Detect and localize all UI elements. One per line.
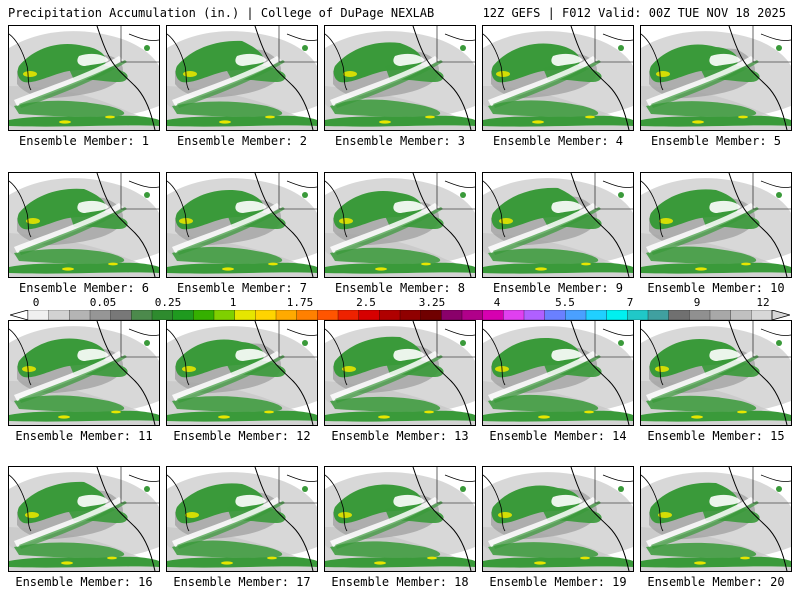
colorbar-segment [503, 310, 525, 320]
colorbar-segment [69, 310, 91, 320]
ensemble-map-panel [640, 172, 792, 278]
ensemble-map-panel [166, 466, 318, 572]
ensemble-member-label: Ensemble Member: 16 [15, 575, 153, 589]
colorbar-segment [482, 310, 504, 320]
colorbar-segment [151, 310, 174, 320]
ensemble-map-panel [482, 320, 634, 426]
ensemble-member-label: Ensemble Member: 9 [492, 281, 624, 295]
ensemble-member-label: Ensemble Member: 14 [489, 429, 627, 443]
colorbar-tick-label: 0.05 [89, 296, 117, 309]
colorbar-tick-label: 3.25 [418, 296, 446, 309]
ensemble-member-label: Ensemble Member: 2 [176, 134, 308, 148]
ensemble-member-label: Ensemble Member: 13 [331, 429, 469, 443]
colorbar-segment [627, 310, 649, 320]
colorbar-min-arrow [10, 310, 29, 320]
ensemble-member-label: Ensemble Member: 4 [492, 134, 624, 148]
ensemble-member-label: Ensemble Member: 6 [18, 281, 150, 295]
ensemble-member-label: Ensemble Member: 15 [647, 429, 785, 443]
ensemble-map-panel [8, 25, 160, 131]
colorbar-segment [131, 310, 153, 320]
colorbar-segment [48, 310, 70, 320]
ensemble-member-label: Ensemble Member: 7 [176, 281, 308, 295]
colorbar-max-arrow [771, 310, 790, 320]
ensemble-map-panel [166, 320, 318, 426]
ensemble-map-panel [324, 466, 476, 572]
colorbar-segment [27, 310, 50, 320]
ensemble-map-panel [324, 320, 476, 426]
colorbar-segment [420, 310, 442, 320]
colorbar-segment [337, 310, 360, 320]
ensemble-map-panel [640, 25, 792, 131]
ensemble-member-label: Ensemble Member: 3 [334, 134, 466, 148]
colorbar-segment [461, 310, 484, 320]
colorbar-segment [565, 310, 587, 320]
colorbar-tick-label: 0 [32, 296, 40, 309]
colorbar-segment [709, 310, 732, 320]
colorbar-segment [379, 310, 401, 320]
colorbar-tick-label: 1 [229, 296, 237, 309]
colorbar-segment [89, 310, 112, 320]
ensemble-map-panel [8, 466, 160, 572]
colorbar-segment [193, 310, 215, 320]
ensemble-member-label: Ensemble Member: 1 [18, 134, 150, 148]
ensemble-map-panel [482, 172, 634, 278]
colorbar-segment [317, 310, 339, 320]
colorbar-tick-label: 4 [493, 296, 501, 309]
colorbar-segment [358, 310, 380, 320]
ensemble-member-label: Ensemble Member: 11 [15, 429, 153, 443]
colorbar-segment [255, 310, 277, 320]
ensemble-map-panel [640, 320, 792, 426]
chart-title: Precipitation Accumulation (in.) | Colle… [8, 6, 435, 20]
colorbar-segment [647, 310, 670, 320]
ensemble-member-label: Ensemble Member: 8 [334, 281, 466, 295]
ensemble-member-label: Ensemble Member: 20 [647, 575, 785, 589]
ensemble-map-panel [166, 25, 318, 131]
ensemble-map-panel [482, 25, 634, 131]
ensemble-map-panel [324, 172, 476, 278]
ensemble-map-panel [640, 466, 792, 572]
colorbar-tick-label: 0.25 [154, 296, 182, 309]
colorbar-segment [172, 310, 194, 320]
ensemble-member-label: Ensemble Member: 5 [650, 134, 782, 148]
colorbar-segment [399, 310, 422, 320]
colorbar-segment [544, 310, 566, 320]
ensemble-member-label: Ensemble Member: 17 [173, 575, 311, 589]
ensemble-map-panel [8, 320, 160, 426]
colorbar-segment [441, 310, 463, 320]
colorbar-tick-label: 2.5 [356, 296, 376, 309]
colorbar-tick-label: 7 [626, 296, 634, 309]
colorbar-segment [296, 310, 318, 320]
ensemble-map-panel [166, 172, 318, 278]
colorbar-tick-label: 12 [756, 296, 770, 309]
colorbar-tick-label: 5.5 [555, 296, 575, 309]
colorbar-tick-label: 9 [693, 296, 701, 309]
ensemble-member-label: Ensemble Member: 18 [331, 575, 469, 589]
colorbar-segment [585, 310, 608, 320]
ensemble-map-panel [8, 172, 160, 278]
colorbar-segment [730, 310, 752, 320]
colorbar-segment [110, 310, 132, 320]
model-run-label: 12Z GEFS | F012 Valid: 00Z TUE NOV 18 20… [482, 6, 786, 20]
ensemble-map-panel [324, 25, 476, 131]
colorbar-segment [689, 310, 711, 320]
ensemble-map-panel [482, 466, 634, 572]
colorbar-segment [213, 310, 236, 320]
colorbar-segment [234, 310, 256, 320]
ensemble-member-label: Ensemble Member: 12 [173, 429, 311, 443]
colorbar-segment [668, 310, 690, 320]
colorbar-segment [275, 310, 298, 320]
colorbar-segment [606, 310, 628, 320]
ensemble-member-label: Ensemble Member: 19 [489, 575, 627, 589]
ensemble-member-label: Ensemble Member: 10 [647, 281, 785, 295]
colorbar-segment [523, 310, 546, 320]
colorbar-segment [751, 310, 773, 320]
colorbar-tick-label: 1.75 [286, 296, 314, 309]
colorbar [10, 310, 790, 320]
